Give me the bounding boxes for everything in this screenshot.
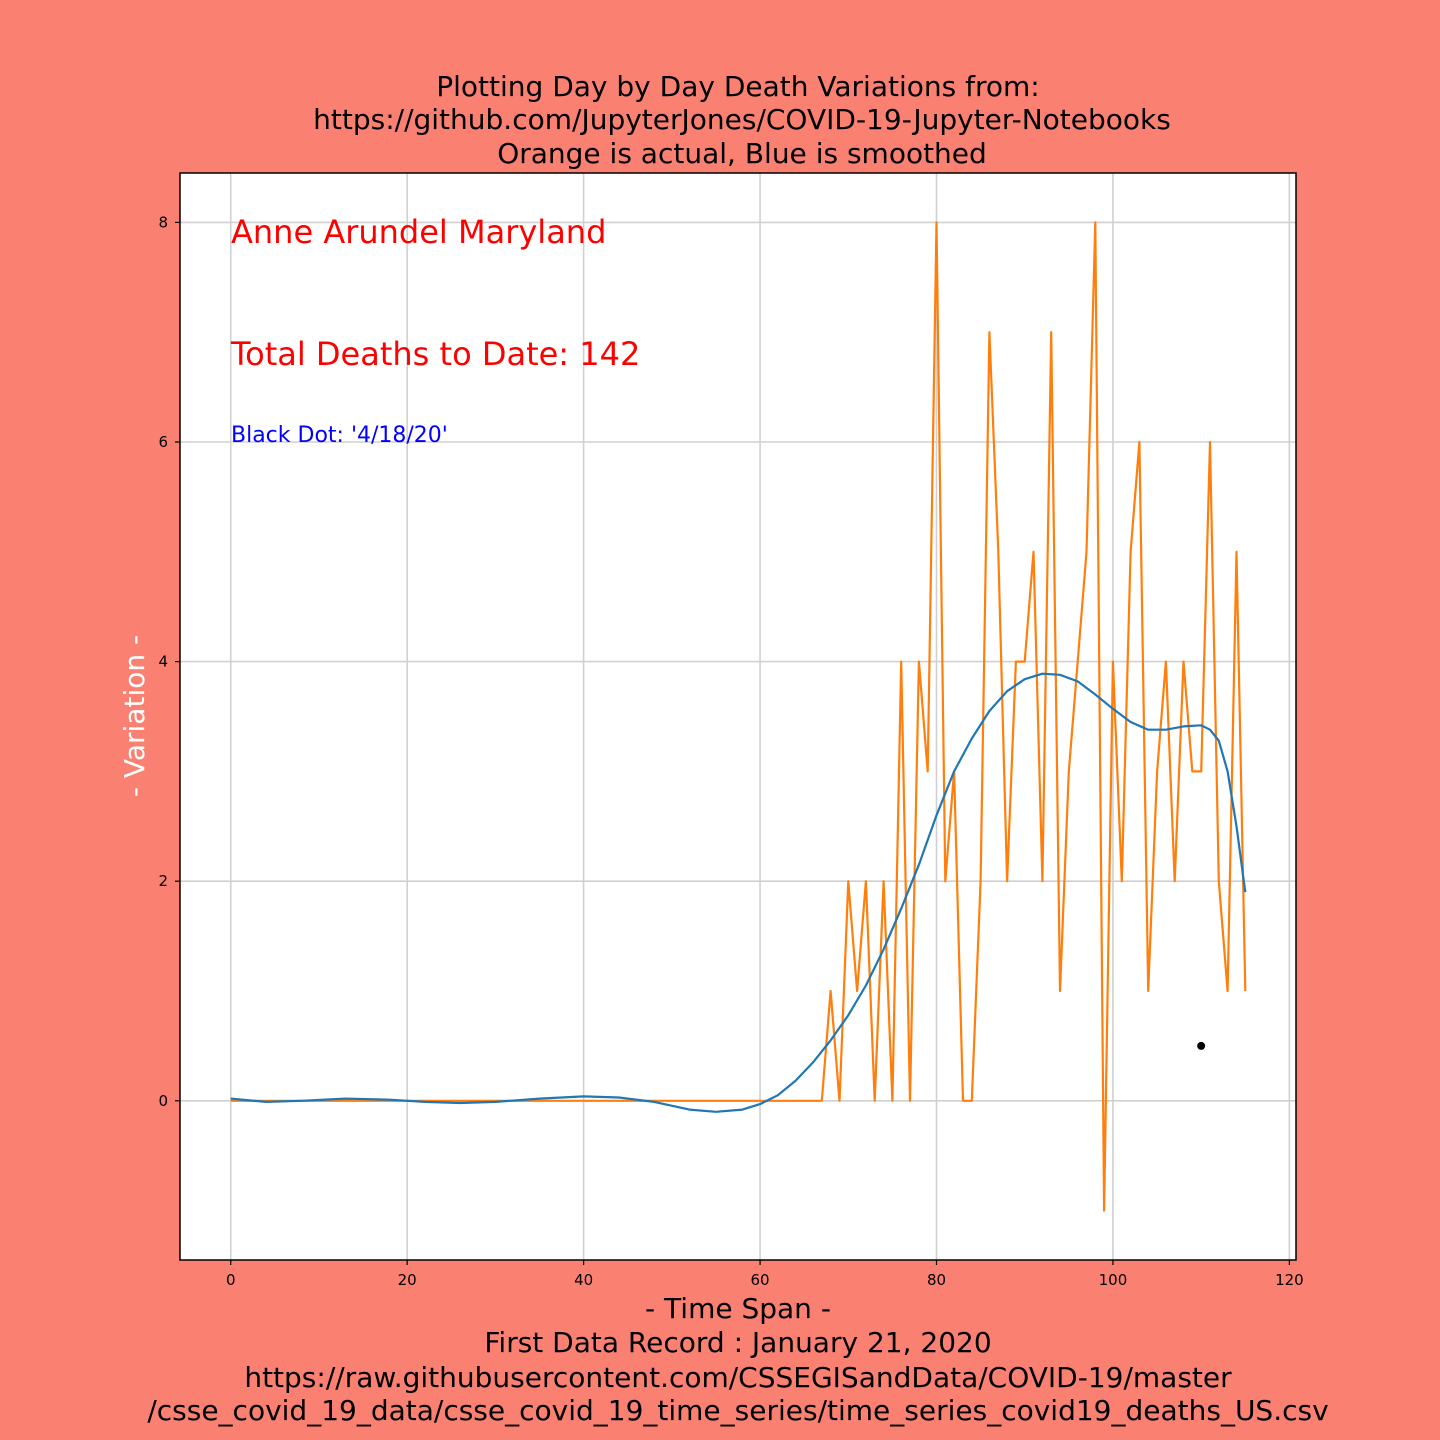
y-tick-label: 0 bbox=[158, 1092, 168, 1110]
y-tick-label: 8 bbox=[158, 213, 168, 231]
y-axis-label: - Variation - bbox=[118, 635, 151, 797]
title-line-2: https://github.com/JupyterJones/COVID-19… bbox=[313, 103, 1171, 136]
chart-annotations: Anne Arundel Maryland Total Deaths to Da… bbox=[230, 213, 640, 448]
black-dot-annotation: Black Dot: '4/18/20' bbox=[231, 423, 448, 448]
location-annotation: Anne Arundel Maryland bbox=[231, 213, 606, 251]
x-tick-label: 80 bbox=[927, 1271, 946, 1289]
y-tick-label: 2 bbox=[158, 872, 168, 890]
title-line-3: Orange is actual, Blue is smoothed bbox=[497, 137, 987, 170]
plot-area bbox=[180, 173, 1296, 1260]
x-tick-label: 100 bbox=[1099, 1271, 1128, 1289]
black-dot-marker bbox=[1197, 1041, 1206, 1050]
total-deaths-annotation: Total Deaths to Date: 142 bbox=[230, 335, 640, 373]
xlabel-line-3: https://raw.githubusercontent.com/CSSEGI… bbox=[244, 1361, 1232, 1394]
x-tick-label: 40 bbox=[574, 1271, 593, 1289]
axis-ticks: 0 20 40 60 80 100 120 0 2 4 6 8 bbox=[158, 213, 1303, 1289]
title-line-1: Plotting Day by Day Death Variations fro… bbox=[436, 70, 1039, 103]
x-axis-label: - Time Span - First Data Record : Januar… bbox=[147, 1292, 1328, 1427]
x-tick-label: 0 bbox=[226, 1271, 236, 1289]
y-tick-label: 6 bbox=[158, 433, 168, 451]
smoothed-series-line bbox=[230, 672, 1247, 1113]
xlabel-line-4: /csse_covid_19_data/csse_covid_19_time_s… bbox=[147, 1394, 1328, 1427]
plot-frame bbox=[179, 172, 1297, 1261]
chart-title: Plotting Day by Day Death Variations fro… bbox=[313, 70, 1171, 170]
x-tick-label: 120 bbox=[1275, 1271, 1304, 1289]
x-tick-label: 20 bbox=[398, 1271, 417, 1289]
y-tick-label: 4 bbox=[158, 653, 168, 671]
x-tick-label: 60 bbox=[751, 1271, 770, 1289]
xlabel-line-2: First Data Record : January 21, 2020 bbox=[484, 1326, 991, 1359]
xlabel-line-1: - Time Span - bbox=[645, 1292, 831, 1325]
